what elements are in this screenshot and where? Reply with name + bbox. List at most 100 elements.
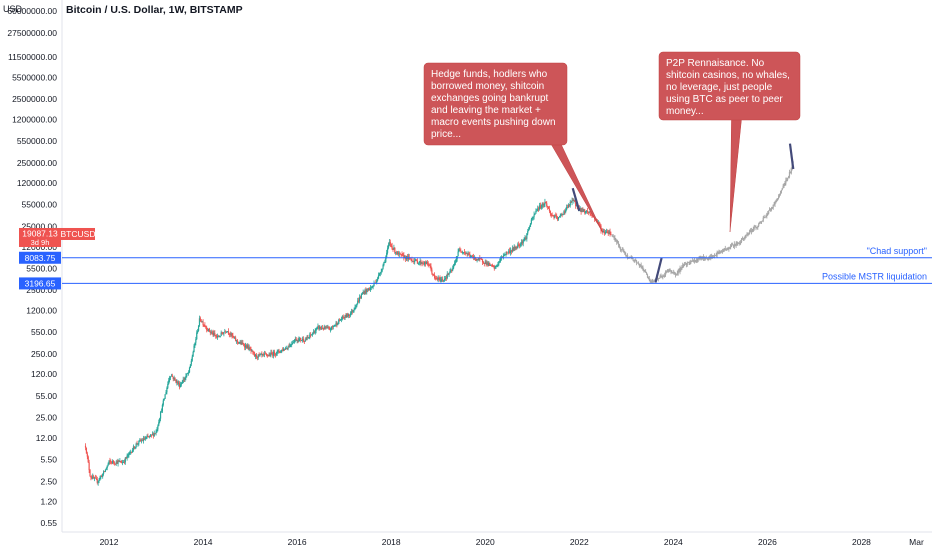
- projection-body: [750, 230, 753, 233]
- candle-body: [292, 342, 295, 344]
- candle-body: [418, 262, 420, 264]
- candle-body: [227, 331, 230, 334]
- candle-body: [302, 338, 305, 342]
- projection-body: [681, 266, 683, 270]
- candle-body: [140, 440, 143, 442]
- candle-body: [558, 216, 561, 218]
- y-tick-label: 5500.00: [26, 263, 57, 273]
- projection-body: [751, 231, 753, 233]
- projection-body: [672, 271, 674, 273]
- candle-body: [197, 330, 199, 333]
- candle-body: [91, 477, 93, 479]
- projection-body: [790, 168, 792, 174]
- y-tick-label: 550000.00: [17, 136, 57, 146]
- candle-body: [397, 252, 400, 255]
- candle-body: [535, 210, 537, 214]
- candle-body: [316, 327, 318, 329]
- projection-candles: [611, 160, 794, 284]
- candle-body: [376, 280, 378, 283]
- callout-text-line: no leverage, just people: [666, 82, 773, 93]
- candle-body: [253, 352, 255, 354]
- candle-body: [415, 259, 417, 261]
- candle-body: [441, 279, 443, 280]
- candle-body: [276, 351, 278, 354]
- candle-body: [129, 452, 131, 454]
- projection-body: [626, 255, 628, 257]
- candle-body: [493, 266, 495, 269]
- candle-body: [359, 297, 362, 299]
- candle-body: [241, 342, 243, 345]
- candle-body: [386, 252, 388, 258]
- candle-body: [496, 265, 498, 267]
- candle-body: [471, 255, 473, 257]
- candle-body: [579, 208, 581, 210]
- candle-body: [282, 349, 284, 351]
- candle-body: [271, 352, 273, 354]
- candle-body: [462, 252, 464, 254]
- y-tick-label: 0.55: [40, 518, 57, 528]
- projection-body: [635, 259, 637, 261]
- candle-body: [178, 383, 180, 385]
- candle-body: [607, 233, 609, 234]
- candle-body: [222, 333, 224, 335]
- candle-body: [319, 326, 321, 329]
- candle-body: [217, 335, 220, 337]
- candle-body: [382, 264, 384, 269]
- projection-body: [619, 247, 621, 250]
- candle-body: [519, 245, 521, 247]
- candle-body: [452, 265, 455, 269]
- y-tick-label: 12.00: [36, 433, 58, 443]
- candle-body: [295, 338, 297, 341]
- candle-body: [546, 203, 548, 207]
- candle-body: [515, 246, 517, 249]
- projection-body: [671, 272, 673, 274]
- candle-body: [105, 468, 107, 470]
- candle-body: [297, 340, 299, 342]
- candle-body: [520, 241, 523, 245]
- candle-body: [108, 460, 110, 464]
- projection-body: [667, 269, 669, 272]
- candle-body: [526, 233, 528, 239]
- current-price-countdown: 3d 9h: [31, 238, 50, 247]
- candle-body: [568, 204, 570, 206]
- candle-body: [122, 462, 125, 464]
- candle-body: [265, 353, 267, 355]
- candle-body: [422, 263, 424, 265]
- candle-body: [445, 277, 447, 279]
- candle-body: [190, 360, 192, 365]
- candle-body: [379, 272, 381, 274]
- projection-body: [763, 217, 765, 219]
- candle-body: [218, 336, 220, 338]
- candle-body: [169, 376, 172, 378]
- projection-body: [762, 217, 764, 221]
- projection-body: [740, 242, 742, 244]
- candle-body: [419, 261, 421, 263]
- candle-body: [523, 240, 525, 241]
- candle-body: [127, 455, 129, 457]
- candle-body: [457, 251, 459, 257]
- x-tick-label: Mar: [909, 537, 924, 547]
- candle-body: [102, 473, 104, 477]
- candle-body: [330, 326, 333, 330]
- candle-body: [175, 379, 177, 383]
- candle-body: [97, 481, 99, 483]
- candle-body: [356, 303, 358, 307]
- candle-body: [272, 353, 274, 356]
- candle-body: [116, 461, 118, 464]
- projection-body: [742, 238, 744, 240]
- candle-body: [399, 253, 401, 255]
- projection-body: [747, 234, 749, 236]
- level-label: "Chad support": [867, 246, 927, 256]
- candle-body: [479, 257, 481, 259]
- x-tick-label: 2024: [664, 537, 683, 547]
- candle-body: [538, 208, 540, 210]
- candle-body: [292, 342, 294, 345]
- y-tick-label: 1.20: [40, 497, 57, 507]
- candle-body: [524, 237, 526, 241]
- candle-body: [486, 262, 488, 265]
- candle-body: [135, 443, 137, 448]
- candle-body: [317, 326, 319, 328]
- candle-body: [244, 345, 247, 348]
